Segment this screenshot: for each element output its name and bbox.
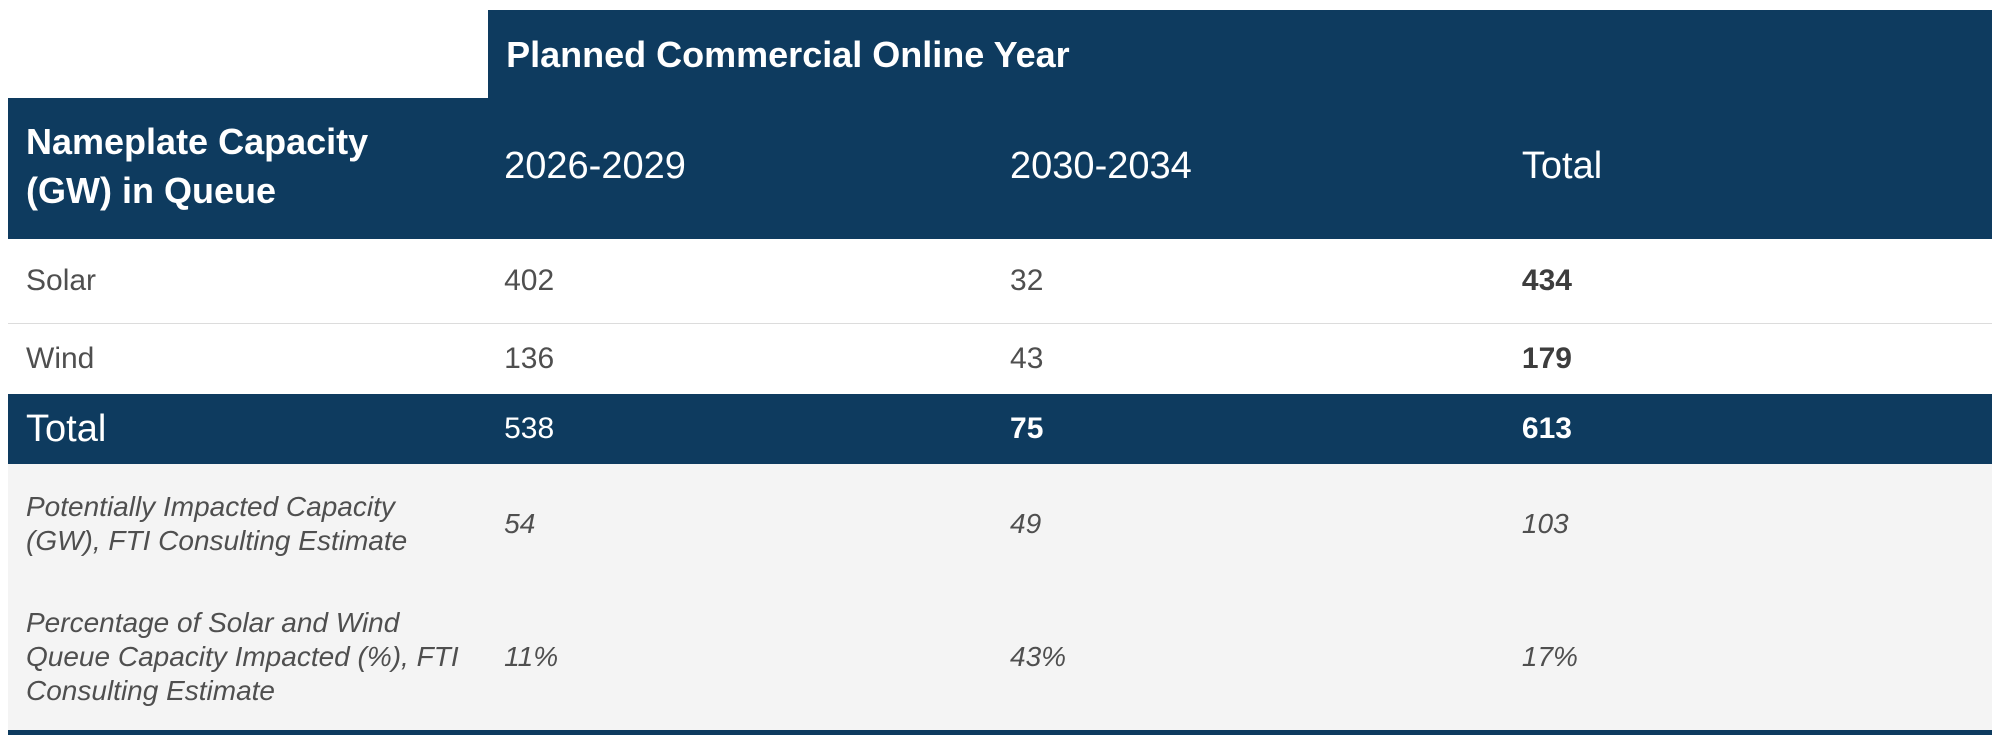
- column-header-row: Nameplate Capacity (GW) in Queue 2026-20…: [8, 98, 1992, 240]
- table-banner-title: Planned Commercial Online Year: [488, 10, 1992, 98]
- impacted-total-value: 103: [1505, 464, 1992, 585]
- percentage-2026-2029-value: 11%: [488, 584, 995, 735]
- banner-spacer-cell: [8, 10, 489, 98]
- wind-label: Wind: [8, 323, 489, 395]
- wind-2026-2029-value: 136: [488, 323, 995, 395]
- solar-2030-2034-value: 32: [994, 239, 1506, 325]
- table-row-wind: Wind 136 43 179: [8, 323, 1992, 395]
- col-header-2030-2034: 2030-2034: [994, 98, 1506, 240]
- wind-total-value: 179: [1505, 323, 1992, 395]
- total-2030-2034-value: 75: [994, 394, 1506, 465]
- impacted-capacity-label-text: Potentially Impacted Capacity (GW), FTI …: [26, 491, 408, 557]
- impacted-capacity-label: Potentially Impacted Capacity (GW), FTI …: [8, 464, 489, 585]
- queue-capacity-table: Planned Commercial Online Year Nameplate…: [8, 10, 1992, 735]
- row-group-header-text: Nameplate Capacity (GW) in Queue: [26, 121, 369, 211]
- row-group-header: Nameplate Capacity (GW) in Queue: [8, 98, 489, 240]
- table-row-solar: Solar 402 32 434: [8, 239, 1992, 325]
- table-row-total: Total 538 75 613: [8, 394, 1992, 465]
- table-row-percentage-impacted: Percentage of Solar and Wind Queue Capac…: [8, 584, 1992, 735]
- total-label: Total: [8, 394, 489, 465]
- table-row-impacted-capacity: Potentially Impacted Capacity (GW), FTI …: [8, 464, 1992, 585]
- impacted-2026-2029-value: 54: [488, 464, 995, 585]
- total-total-value: 613: [1505, 394, 1992, 465]
- percentage-impacted-label-text: Percentage of Solar and Wind Queue Capac…: [26, 607, 459, 707]
- solar-total-value: 434: [1505, 239, 1992, 325]
- solar-2026-2029-value: 402: [488, 239, 995, 325]
- banner-row: Planned Commercial Online Year: [8, 10, 1992, 98]
- wind-2030-2034-value: 43: [994, 323, 1506, 395]
- solar-label: Solar: [8, 239, 489, 325]
- col-header-2026-2029: 2026-2029: [488, 98, 995, 240]
- impacted-2030-2034-value: 49: [994, 464, 1506, 585]
- percentage-2030-2034-value: 43%: [994, 584, 1506, 735]
- percentage-impacted-label: Percentage of Solar and Wind Queue Capac…: [8, 584, 489, 735]
- total-2026-2029-value: 538: [488, 394, 995, 465]
- percentage-total-value: 17%: [1505, 584, 1992, 735]
- col-header-total: Total: [1505, 98, 1992, 240]
